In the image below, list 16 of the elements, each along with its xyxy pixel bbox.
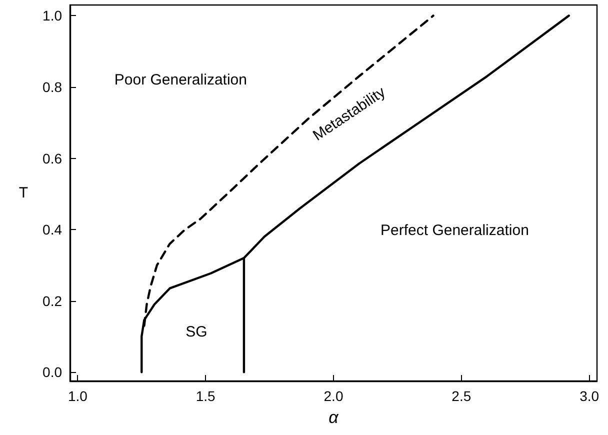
y-tick-label: 0.4 [42,222,62,238]
y-tick-label: 0.0 [42,364,62,380]
x-axis-title: α [328,408,340,427]
x-tick-label: 1.5 [196,388,216,404]
y-tick-label: 0.6 [42,150,62,166]
x-tick-label: 3.0 [580,388,600,404]
annotation: Perfect Generalization [380,222,529,240]
x-tick-label: 1.0 [68,388,88,404]
y-axis-title: T [18,184,28,202]
annotation: SG [186,324,208,341]
x-tick-label: 2.0 [324,388,344,404]
annotation: Poor Generalization [114,72,247,89]
y-tick-label: 1.0 [42,8,62,24]
y-tick-label: 0.8 [42,78,62,95]
x-tick-label: 2.5 [452,388,472,404]
y-tick-label: 0.2 [42,292,62,309]
